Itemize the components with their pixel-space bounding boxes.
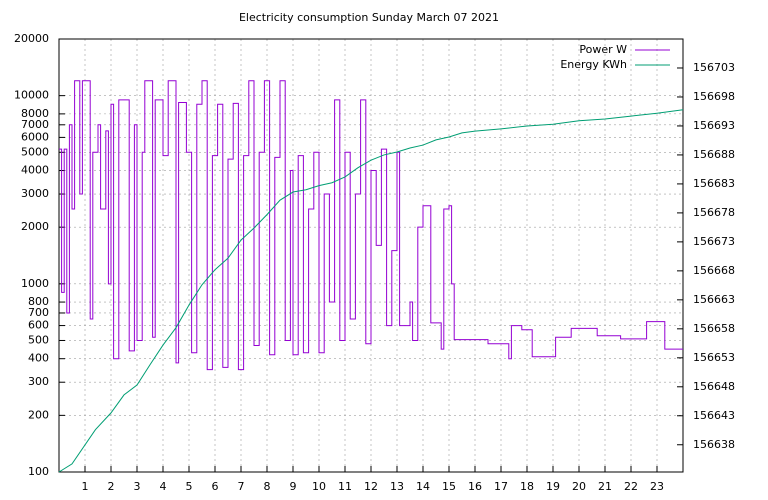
chart-title: Electricity consumption Sunday March 07 …	[239, 11, 499, 24]
y-tick-label: 6000	[21, 130, 49, 143]
x-tick-label: 6	[212, 480, 219, 493]
series-line	[59, 80, 683, 371]
y-tick-label: 400	[28, 352, 49, 365]
y2-tick-label: 156638	[693, 438, 735, 451]
y-tick-label: 300	[28, 375, 49, 388]
x-tick-label: 16	[468, 480, 482, 493]
y-tick-label: 4000	[21, 164, 49, 177]
y2-tick-label: 156648	[693, 380, 735, 393]
x-tick-label: 3	[134, 480, 141, 493]
y2-tick-label: 156688	[693, 148, 735, 161]
series-line	[58, 109, 684, 473]
y2-tick-label: 156678	[693, 206, 735, 219]
y-tick-label: 7000	[21, 118, 49, 131]
y-tick-label: 8000	[21, 107, 49, 120]
y-tick-label: 800	[28, 295, 49, 308]
x-tick-label: 15	[442, 480, 456, 493]
x-tick-label: 1	[82, 480, 89, 493]
x-tick-label: 13	[390, 480, 404, 493]
y2-tick-label: 156653	[693, 351, 735, 364]
y-tick-label: 700	[28, 306, 49, 319]
y-tick-label: 20000	[14, 32, 49, 45]
y2-tick-label: 156643	[693, 409, 735, 422]
y-tick-label: 2000	[21, 220, 49, 233]
x-tick-label: 11	[338, 480, 352, 493]
y-tick-label: 600	[28, 319, 49, 332]
x-tick-label: 23	[650, 480, 664, 493]
y-tick-label: 100	[28, 465, 49, 478]
x-tick-label: 20	[572, 480, 586, 493]
y2-tick-label: 156683	[693, 177, 735, 190]
x-tick-label: 21	[598, 480, 612, 493]
x-tick-label: 22	[624, 480, 638, 493]
plot-border	[58, 38, 684, 473]
y-tick-label: 1000	[21, 277, 49, 290]
y2-tick-label: 156658	[693, 322, 735, 335]
x-tick-label: 17	[494, 480, 508, 493]
y2-tick-label: 156673	[693, 235, 735, 248]
y2-tick-label: 156698	[693, 90, 735, 103]
x-tick-label: 2	[108, 480, 115, 493]
x-tick-label: 8	[264, 480, 271, 493]
y2-tick-label: 156668	[693, 264, 735, 277]
y2-tick-label: 156693	[693, 119, 735, 132]
legend-label: Energy KWh	[560, 58, 627, 71]
y2-tick-label: 156703	[693, 61, 735, 74]
x-tick-label: 9	[290, 480, 297, 493]
x-tick-label: 5	[186, 480, 193, 493]
x-tick-label: 4	[160, 480, 167, 493]
x-tick-label: 12	[364, 480, 378, 493]
legend-label: Power W	[579, 43, 627, 56]
y-tick-label: 10000	[14, 89, 49, 102]
y-tick-label: 500	[28, 333, 49, 346]
x-tick-label: 10	[312, 480, 326, 493]
x-tick-label: 14	[416, 480, 430, 493]
x-tick-label: 18	[520, 480, 534, 493]
y2-tick-label: 156663	[693, 293, 735, 306]
x-tick-label: 19	[546, 480, 560, 493]
y-tick-label: 200	[28, 408, 49, 421]
y-tick-label: 3000	[21, 187, 49, 200]
y-tick-label: 5000	[21, 145, 49, 158]
x-tick-label: 7	[238, 480, 245, 493]
